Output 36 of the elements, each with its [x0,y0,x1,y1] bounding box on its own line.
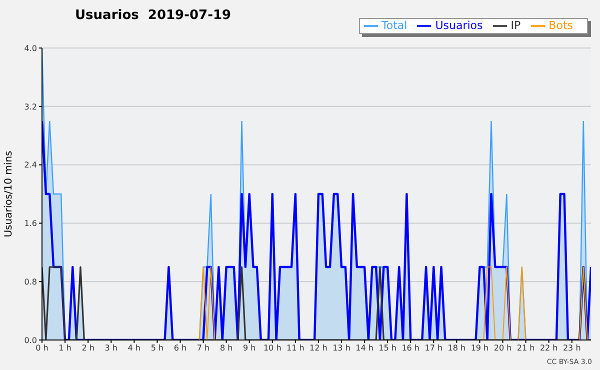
y-tick-label: 2.4 [24,160,37,170]
x-tick-label: 17 h [424,344,443,353]
x-tick-label: 16 h [402,344,420,353]
x-tick-label: 20 h [494,344,512,353]
x-tick-label: 15 h [378,344,396,353]
x-tick-label: 23 h [562,344,581,353]
legend-label: IP [510,19,521,32]
x-tick-label: 4 h [128,344,141,353]
x-tick-label: 3 h [104,344,118,353]
x-tick-label: 13 h [332,344,350,353]
y-tick-label: 3.2 [24,102,37,112]
x-tick-label: 21 h [516,344,535,353]
x-tick-label: 14 h [356,344,374,353]
y-tick-label: 4.0 [24,44,37,53]
legend-label: Bots [548,19,573,32]
x-tick-label: 7 h [196,344,210,353]
x-tick-label: 1 h [58,344,72,353]
x-tick-label: 0 h [36,344,48,353]
chart-title: Usuarios 2019-07-19 [75,8,232,23]
x-tick-label: 5 h [150,344,164,353]
legend-label: Total [382,19,408,32]
legend-label: Usuarios [435,19,483,32]
y-tick-label: 1.6 [24,219,37,228]
x-tick-label: 11 h [286,344,304,353]
x-tick-label: 12 h [310,344,328,353]
x-tick-label: 2 h [82,344,94,353]
y-tick-label: 0.0 [24,336,37,345]
x-tick-label: 8 h [220,344,233,353]
y-tick-label: 0.8 [24,277,37,286]
x-tick-label: 22 h [540,344,558,353]
x-tick-label: 18 h [448,344,466,353]
x-tick-label: 10 h [263,344,282,353]
x-tick-label: 19 h [470,344,489,353]
y-axis-title: Usuarios/10 mins [4,150,15,238]
x-tick-label: 9 h [242,344,256,353]
x-tick-label: 6 h [174,344,187,353]
